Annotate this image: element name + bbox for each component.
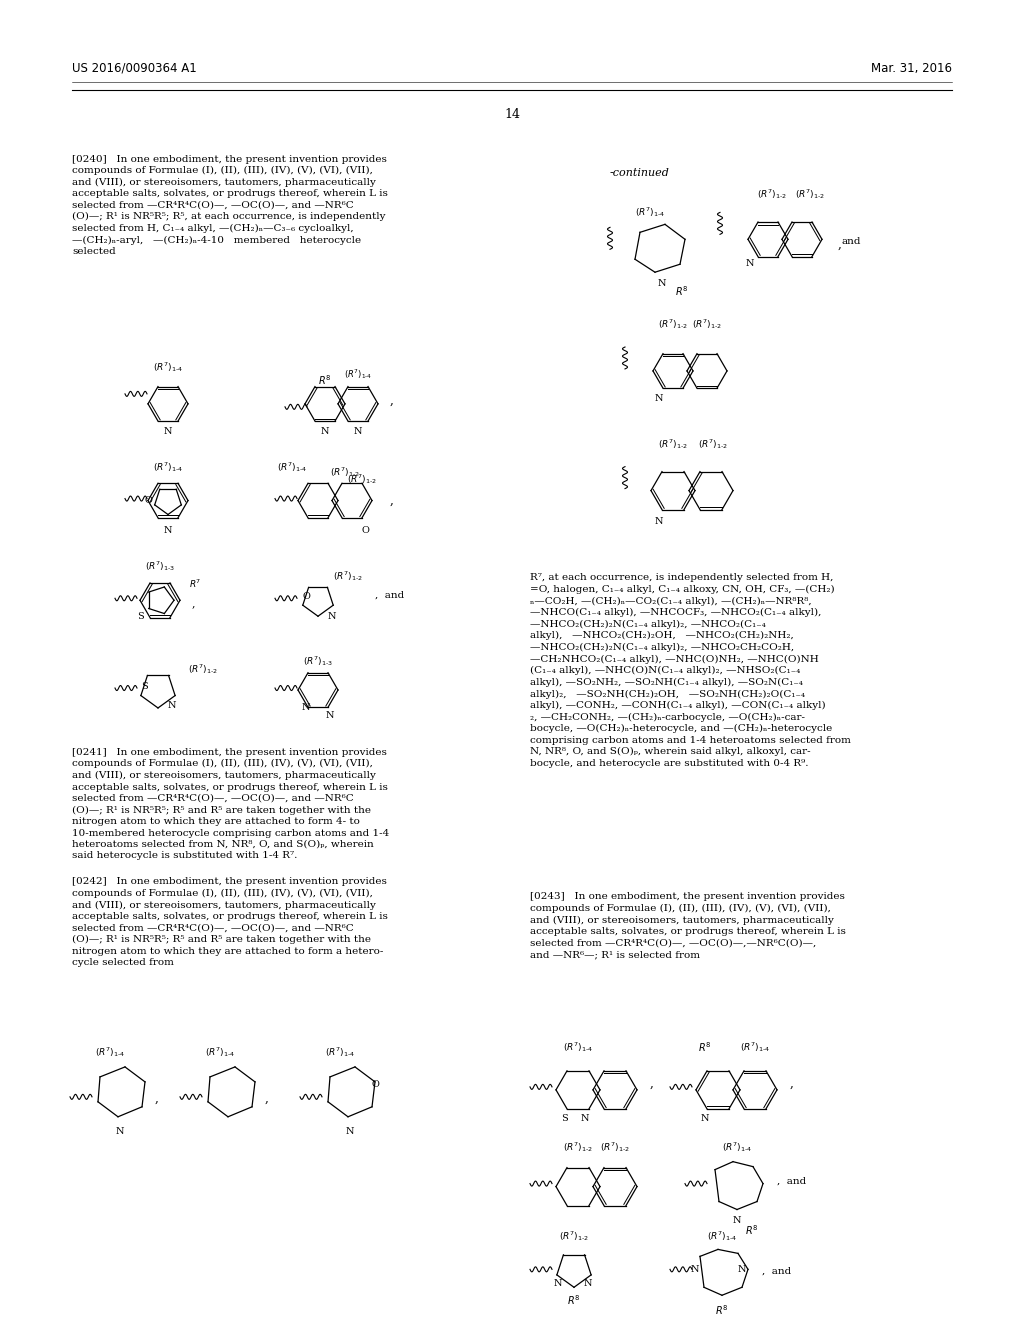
Text: N: N (168, 701, 176, 710)
Text: $(R^7)_{1\text{-}2}$: $(R^7)_{1\text{-}2}$ (692, 317, 722, 331)
Text: $R^8$: $R^8$ (745, 1224, 759, 1237)
Text: ,: , (155, 1092, 159, 1105)
Text: N: N (581, 1114, 589, 1123)
Text: $R^8$: $R^8$ (318, 374, 332, 387)
Text: Mar. 31, 2016: Mar. 31, 2016 (871, 62, 952, 75)
Text: -continued: -continued (610, 168, 670, 177)
Text: $(R^7)_{1\text{-}4}$: $(R^7)_{1\text{-}4}$ (563, 1040, 593, 1053)
Text: $(R^7)_{1\text{-}2}$: $(R^7)_{1\text{-}2}$ (333, 569, 362, 583)
Text: $(R^7)_{1\text{-}4}$: $(R^7)_{1\text{-}4}$ (635, 206, 666, 219)
Text: $(R^7)_{1\text{-}4}$: $(R^7)_{1\text{-}4}$ (740, 1040, 770, 1053)
Text: $(R^7)_{1\text{-}2}$: $(R^7)_{1\text{-}2}$ (559, 1229, 589, 1243)
Text: N: N (554, 1279, 562, 1288)
Text: [0241]   In one embodiment, the present invention provides
compounds of Formulae: [0241] In one embodiment, the present in… (72, 748, 389, 861)
Text: O: O (361, 527, 369, 536)
Text: S: S (136, 611, 143, 620)
Text: ,: , (390, 494, 394, 507)
Text: $(R^7)_{1\text{-}2}$: $(R^7)_{1\text{-}2}$ (658, 317, 688, 331)
Text: N: N (654, 516, 664, 525)
Text: ,: , (390, 393, 394, 407)
Text: $R^7$: $R^7$ (188, 578, 202, 590)
Text: $(R^7)_{1\text{-}4}$: $(R^7)_{1\text{-}4}$ (205, 1045, 236, 1059)
Text: N: N (346, 1127, 354, 1135)
Text: N: N (164, 527, 172, 536)
Text: $(R^7)_{1\text{-}2}$: $(R^7)_{1\text{-}2}$ (330, 465, 360, 479)
Text: N: N (584, 1279, 592, 1288)
Text: $(R^7)_{1\text{-}4}$: $(R^7)_{1\text{-}4}$ (325, 1045, 355, 1059)
Text: O: O (302, 591, 310, 601)
Text: $(R^7)_{1\text{-}4}$: $(R^7)_{1\text{-}4}$ (95, 1045, 125, 1059)
Text: $(R^7)_{1\text{-}3}$: $(R^7)_{1\text{-}3}$ (145, 560, 175, 573)
Text: N: N (164, 426, 172, 436)
Text: $(R^7)_{1\text{-}2}$: $(R^7)_{1\text{-}2}$ (188, 663, 218, 676)
Text: ,: , (838, 238, 842, 251)
Text: $(R^7)_{1\text{-}3}$: $(R^7)_{1\text{-}3}$ (303, 655, 333, 668)
Text: $(R^7)_{1\text{-}2}$: $(R^7)_{1\text{-}2}$ (698, 437, 728, 450)
Text: N: N (657, 280, 667, 288)
Text: ,: , (790, 1077, 794, 1090)
Text: $R^8$: $R^8$ (698, 1040, 712, 1053)
Text: $R^8$: $R^8$ (567, 1294, 581, 1307)
Text: $(R^7)_{1\text{-}2}$: $(R^7)_{1\text{-}2}$ (757, 187, 787, 202)
Text: N: N (328, 611, 336, 620)
Text: N: N (321, 426, 330, 436)
Text: [0240]   In one embodiment, the present invention provides
compounds of Formulae: [0240] In one embodiment, the present in… (72, 154, 388, 256)
Text: N: N (733, 1217, 741, 1225)
Text: $(R^7)_{1\text{-}4}$: $(R^7)_{1\text{-}4}$ (153, 459, 183, 474)
Text: N: N (654, 393, 664, 403)
Text: US 2016/0090364 A1: US 2016/0090364 A1 (72, 62, 197, 75)
Text: $(R^7)_{1\text{-}2}$: $(R^7)_{1\text{-}2}$ (563, 1139, 593, 1154)
Text: $(R^7)_{1\text{-}4}$: $(R^7)_{1\text{-}4}$ (153, 360, 183, 374)
Text: O: O (371, 1080, 379, 1089)
Text: $(R^7)_{1\text{-}2}$: $(R^7)_{1\text{-}2}$ (795, 187, 825, 202)
Text: N: N (745, 259, 755, 268)
Text: N: N (700, 1114, 710, 1123)
Text: [0242]   In one embodiment, the present invention provides
compounds of Formulae: [0242] In one embodiment, the present in… (72, 878, 388, 968)
Text: R⁷, at each occurrence, is independently selected from H,
=O, halogen, C₁₋₄ alky: R⁷, at each occurrence, is independently… (530, 573, 851, 768)
Text: ,  and: , and (375, 590, 404, 599)
Text: [0243]   In one embodiment, the present invention provides
compounds of Formulae: [0243] In one embodiment, the present in… (530, 892, 846, 960)
Text: $(R^7)_{1\text{-}4}$: $(R^7)_{1\text{-}4}$ (344, 367, 372, 381)
Text: $(R^7)_{1\text{-}2}$: $(R^7)_{1\text{-}2}$ (347, 471, 377, 486)
Text: 14: 14 (504, 108, 520, 120)
Text: $(R^7)_{1\text{-}2}$: $(R^7)_{1\text{-}2}$ (600, 1139, 630, 1154)
Text: ,  and: , and (762, 1266, 792, 1275)
Text: ,: , (650, 1077, 654, 1090)
Text: ,: , (265, 1092, 269, 1105)
Text: N: N (353, 426, 362, 436)
Text: S: S (561, 1114, 568, 1123)
Text: $(R^7)_{1\text{-}4}$: $(R^7)_{1\text{-}4}$ (707, 1229, 737, 1243)
Text: ,  and: , and (777, 1176, 806, 1185)
Text: N: N (326, 711, 334, 721)
Text: $R^8$: $R^8$ (716, 1303, 729, 1317)
Text: $(R^7)_{1\text{-}4}$: $(R^7)_{1\text{-}4}$ (276, 459, 307, 474)
Text: O: O (144, 496, 152, 506)
Text: N: N (691, 1265, 699, 1274)
Text: $(R^7)_{1\text{-}4}$: $(R^7)_{1\text{-}4}$ (722, 1139, 752, 1154)
Text: N: N (302, 704, 310, 713)
Text: S: S (141, 681, 148, 690)
Text: N: N (737, 1265, 746, 1274)
Text: $R^8$: $R^8$ (675, 284, 688, 298)
Text: and: and (842, 238, 861, 247)
Text: ,: , (193, 598, 196, 609)
Text: N: N (116, 1127, 124, 1135)
Text: $(R^7)_{1\text{-}2}$: $(R^7)_{1\text{-}2}$ (658, 437, 688, 450)
